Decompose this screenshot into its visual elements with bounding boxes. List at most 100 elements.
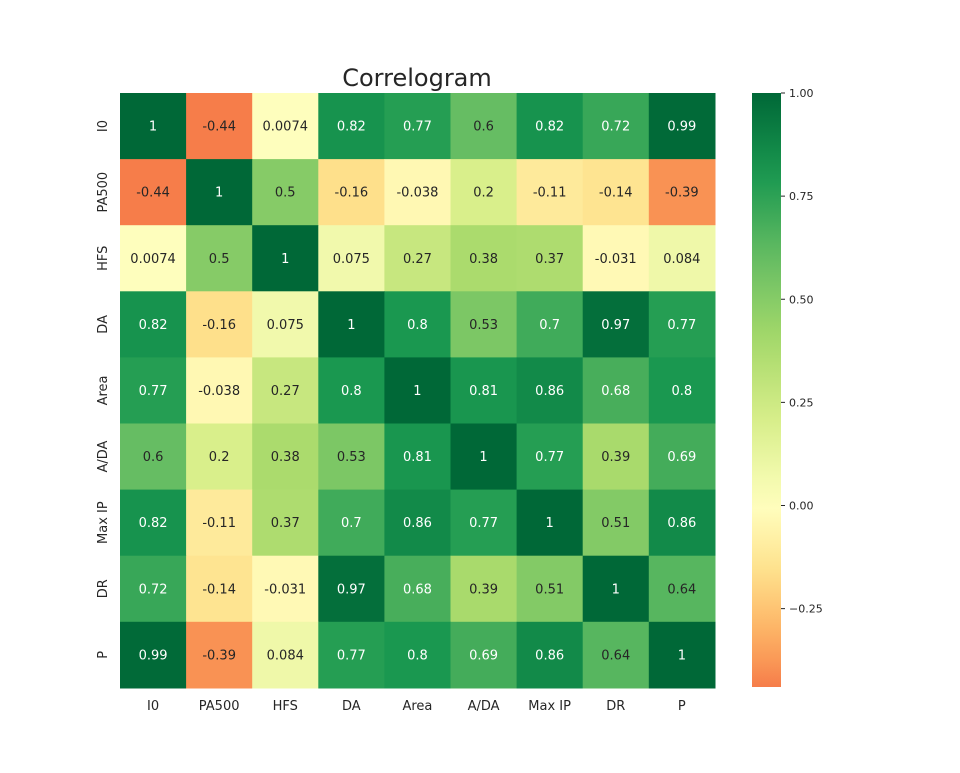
x-tick-label: PA500 (199, 699, 240, 714)
x-tick-label: A/DA (468, 699, 500, 714)
heatmap-cell (384, 555, 452, 623)
cell-value-label: -0.11 (202, 516, 236, 531)
cell-value-label: 1 (149, 120, 157, 135)
cell-value-label: -0.031 (264, 582, 306, 597)
cell-value-label: 0.51 (601, 516, 630, 531)
cell-value-label: 0.77 (667, 318, 696, 333)
cell-value-label: 0.8 (407, 318, 428, 333)
heatmap-cell (120, 225, 187, 292)
heatmap-cell (516, 225, 584, 292)
cell-value-label: -0.39 (665, 186, 699, 201)
cell-value-label: 0.39 (601, 450, 630, 465)
cell-value-label: 0.084 (267, 648, 304, 663)
heatmap-cell (516, 423, 584, 491)
cell-value-label: 0.27 (403, 252, 432, 267)
y-tick-label: P (96, 651, 111, 659)
y-tick-label: HFS (96, 246, 111, 271)
cell-value-label: 0.53 (337, 450, 366, 465)
cell-value-label: 1 (215, 186, 223, 201)
cell-value-label: 1 (281, 252, 289, 267)
heatmap-cell (582, 357, 650, 425)
heatmap-cell (516, 159, 584, 226)
heatmap-cell (384, 225, 452, 292)
colorbar-tick-label: 0.75 (789, 190, 814, 203)
heatmap-cell (582, 555, 650, 623)
y-tick-label: I0 (96, 120, 111, 132)
heatmap-cell (120, 621, 187, 689)
heatmap-cell (120, 159, 187, 226)
heatmap-cell (318, 621, 385, 689)
cell-value-label: 1 (479, 450, 487, 465)
x-axis-tick-labels: I0 PA500 HFS DA Area A/DA Max IP DR P (147, 699, 686, 714)
heatmap-cell (252, 621, 319, 689)
cell-value-label: 0.68 (601, 384, 630, 399)
heatmap-cell (318, 555, 385, 623)
cell-value-label: 0.7 (539, 318, 560, 333)
heatmap-cell (186, 555, 253, 623)
cell-value-label: 0.075 (333, 252, 370, 267)
cell-value-label: 0.77 (535, 450, 564, 465)
cell-value-label: 0.69 (469, 648, 498, 663)
heatmap-cell (252, 423, 319, 491)
cell-value-label: 0.51 (535, 582, 564, 597)
cell-value-label: 0.2 (473, 186, 494, 201)
cell-value-label: 0.97 (601, 318, 630, 333)
y-tick-label: Max IP (96, 501, 111, 544)
x-tick-label: P (678, 699, 686, 714)
heatmap-cell (252, 159, 319, 226)
y-axis-tick-labels: I0 PA500 HFS DA Area A/DA Max IP DR P (96, 120, 111, 659)
cell-value-label: 0.82 (535, 120, 564, 135)
heatmap-cell (648, 357, 716, 425)
heatmap-cell (450, 93, 518, 160)
heatmap-cell (120, 93, 187, 160)
x-tick-label: DR (606, 699, 625, 714)
heatmap-cell (318, 357, 385, 425)
cell-value-label: -0.031 (595, 252, 637, 267)
cell-value-label: 0.77 (469, 516, 498, 531)
heatmap-cell (252, 93, 319, 160)
cell-value-label: 1 (678, 648, 686, 663)
colorbar-tick-label: 0.00 (789, 500, 814, 513)
cell-value-label: 0.8 (341, 384, 362, 399)
cell-value-label: 0.37 (535, 252, 564, 267)
cell-value-label: 0.81 (469, 384, 498, 399)
heatmap-cell (384, 93, 452, 160)
heatmap-cell (648, 93, 716, 160)
heatmap-cell (450, 159, 518, 226)
x-tick-label: Area (402, 699, 432, 714)
heatmap-cell (120, 489, 187, 557)
cell-value-label: 0.86 (403, 516, 432, 531)
heatmap-cell (318, 225, 385, 292)
cell-value-label: 0.77 (139, 384, 168, 399)
y-tick-label: DA (96, 315, 111, 334)
cell-value-label: 0.77 (337, 648, 366, 663)
heatmap-cell (582, 423, 650, 491)
heatmap-cell (648, 621, 716, 689)
heatmap-cell (186, 423, 253, 491)
cell-value-label: 0.99 (139, 648, 168, 663)
cell-value-label: 1 (413, 384, 421, 399)
cell-value-label: 0.8 (672, 384, 693, 399)
heatmap-cell (582, 291, 650, 358)
x-tick-label: DA (342, 699, 361, 714)
cell-value-label: 0.64 (667, 582, 696, 597)
heatmap-cell (186, 159, 253, 226)
heatmap-cell (384, 423, 452, 491)
heatmap-cell (186, 291, 253, 358)
heatmap-cell (252, 555, 319, 623)
colorbar: 1.00 0.75 0.50 0.25 0.00 −0.25 (752, 87, 823, 687)
cell-value-label: 0.72 (139, 582, 168, 597)
x-tick-label: HFS (273, 699, 298, 714)
heatmap-cell (450, 357, 518, 425)
cell-value-label: -0.038 (198, 384, 240, 399)
cell-value-label: 0.38 (469, 252, 498, 267)
cell-value-label: -0.16 (202, 318, 236, 333)
heatmap-cell (318, 489, 385, 557)
heatmap-cell (582, 225, 650, 292)
heatmap-cell (648, 225, 716, 292)
heatmap-cell (582, 621, 650, 689)
heatmap-cell (252, 489, 319, 557)
heatmap-cell (252, 357, 319, 425)
cell-value-label: -0.14 (202, 582, 236, 597)
